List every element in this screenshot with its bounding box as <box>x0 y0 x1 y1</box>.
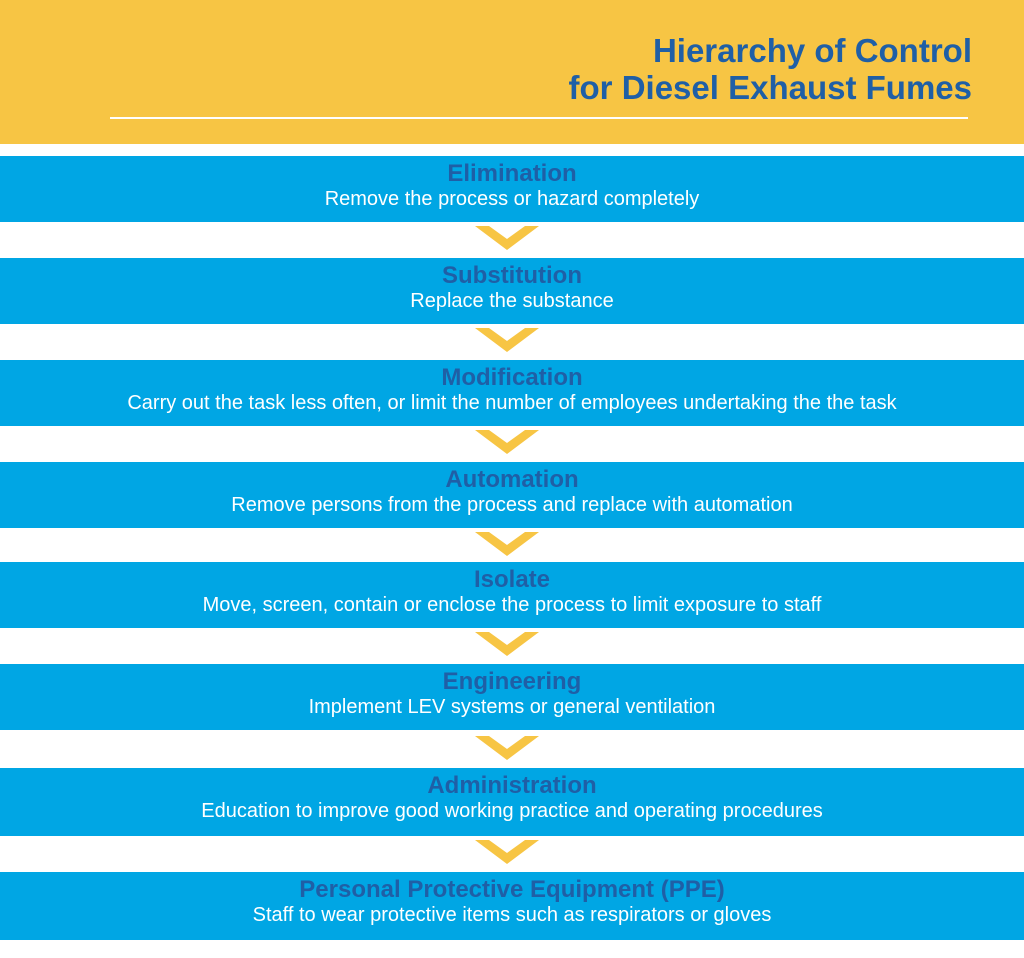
step-description: Carry out the task less often, or limit … <box>127 392 897 414</box>
chevron-down-icon <box>475 632 539 656</box>
header-banner: Hierarchy of Control for Diesel Exhaust … <box>0 0 1024 144</box>
step-name: Substitution <box>442 262 582 289</box>
step-name: Engineering <box>442 668 582 695</box>
step-name: Elimination <box>447 160 577 187</box>
chevron-down-icon <box>475 532 539 556</box>
step-description: Implement LEV systems or general ventila… <box>308 696 716 718</box>
step-engineering: Engineering Implement LEV systems or gen… <box>0 664 1024 730</box>
step-description: Education to improve good working practi… <box>201 800 823 822</box>
step-name: Personal Protective Equipment (PPE) <box>299 876 725 903</box>
chevron-down-icon <box>475 840 539 864</box>
step-name: Automation <box>445 466 579 493</box>
title-line-1: Hierarchy of Control <box>652 32 972 69</box>
page-title: Hierarchy of Control for Diesel Exhaust … <box>569 32 972 106</box>
step-description: Remove persons from the process and repl… <box>231 494 793 516</box>
step-isolate: Isolate Move, screen, contain or enclose… <box>0 562 1024 628</box>
step-modification: Modification Carry out the task less oft… <box>0 360 1024 426</box>
chevron-down-icon <box>475 328 539 352</box>
title-line-2: for Diesel Exhaust Fumes <box>568 69 972 106</box>
step-description: Remove the process or hazard completely <box>324 188 700 210</box>
step-name: Modification <box>441 364 583 391</box>
chevron-down-icon <box>475 226 539 250</box>
step-ppe: Personal Protective Equipment (PPE) Staf… <box>0 872 1024 940</box>
step-name: Isolate <box>473 566 551 593</box>
chevron-down-icon <box>475 736 539 760</box>
step-description: Staff to wear protective items such as r… <box>252 904 772 926</box>
title-divider <box>110 117 968 119</box>
step-name: Administration <box>427 772 597 799</box>
step-description: Replace the substance <box>410 290 614 312</box>
step-description: Move, screen, contain or enclose the pro… <box>202 594 822 616</box>
step-administration: Administration Education to improve good… <box>0 768 1024 836</box>
step-elimination: Elimination Remove the process or hazard… <box>0 156 1024 222</box>
step-substitution: Substitution Replace the substance <box>0 258 1024 324</box>
step-automation: Automation Remove persons from the proce… <box>0 462 1024 528</box>
chevron-down-icon <box>475 430 539 454</box>
